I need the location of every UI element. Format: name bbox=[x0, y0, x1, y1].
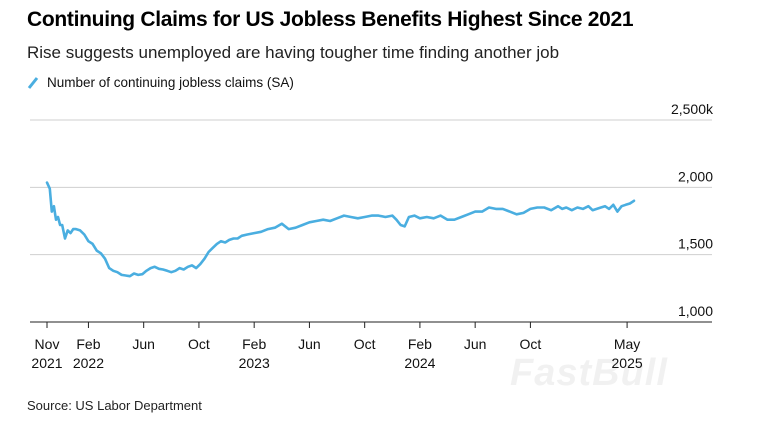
legend-swatch-icon bbox=[27, 76, 39, 89]
watermark-logo: FastBull bbox=[510, 352, 668, 394]
series-layer bbox=[45, 181, 636, 278]
y-tick-label: 2,500k bbox=[671, 101, 714, 117]
gridlines bbox=[30, 119, 712, 256]
x-tick-label: Feb bbox=[408, 336, 432, 352]
legend: Number of continuing jobless claims (SA) bbox=[27, 75, 294, 90]
x-tick-label: Feb bbox=[242, 336, 266, 352]
x-tick-label: Jun bbox=[464, 336, 487, 352]
y-tick-label: 1,500 bbox=[678, 236, 713, 252]
x-axis-labels: Nov 2021 Feb 2022 Jun Oct Feb 2023 Jun Oct Feb 2024… bbox=[31, 336, 642, 371]
x-tick-label: May bbox=[614, 336, 640, 352]
x-tick-year-label: 2024 bbox=[404, 355, 435, 371]
chart-subtitle: Rise suggests unemployed are having toug… bbox=[27, 43, 560, 62]
chart-title: Continuing Claims for US Jobless Benefit… bbox=[27, 8, 634, 31]
x-tick-year-label: 2022 bbox=[73, 355, 104, 371]
x-tick-label: Oct bbox=[188, 336, 210, 352]
x-tick-label: Oct bbox=[354, 336, 376, 352]
x-tick-year-label: 2025 bbox=[612, 355, 643, 371]
source-note: Source: US Labor Department bbox=[27, 398, 202, 413]
y-tick-label: 1,000 bbox=[678, 303, 713, 319]
x-tick-label: Nov bbox=[35, 336, 60, 352]
x-tick-label: Jun bbox=[132, 336, 155, 352]
series-line-continuing-claims bbox=[45, 181, 636, 278]
legend-label: Number of continuing jobless claims (SA) bbox=[47, 75, 294, 90]
x-tick-year-label: 2021 bbox=[31, 355, 62, 371]
x-tick-label: Jun bbox=[298, 336, 321, 352]
y-axis-labels: 2,500k 2,000 1,500 1,000 bbox=[671, 101, 714, 319]
x-axis bbox=[30, 321, 712, 328]
y-tick-label: 2,000 bbox=[678, 168, 713, 184]
x-tick-label: Feb bbox=[76, 336, 100, 352]
x-tick-label: Oct bbox=[520, 336, 542, 352]
x-tick-year-label: 2023 bbox=[239, 355, 270, 371]
